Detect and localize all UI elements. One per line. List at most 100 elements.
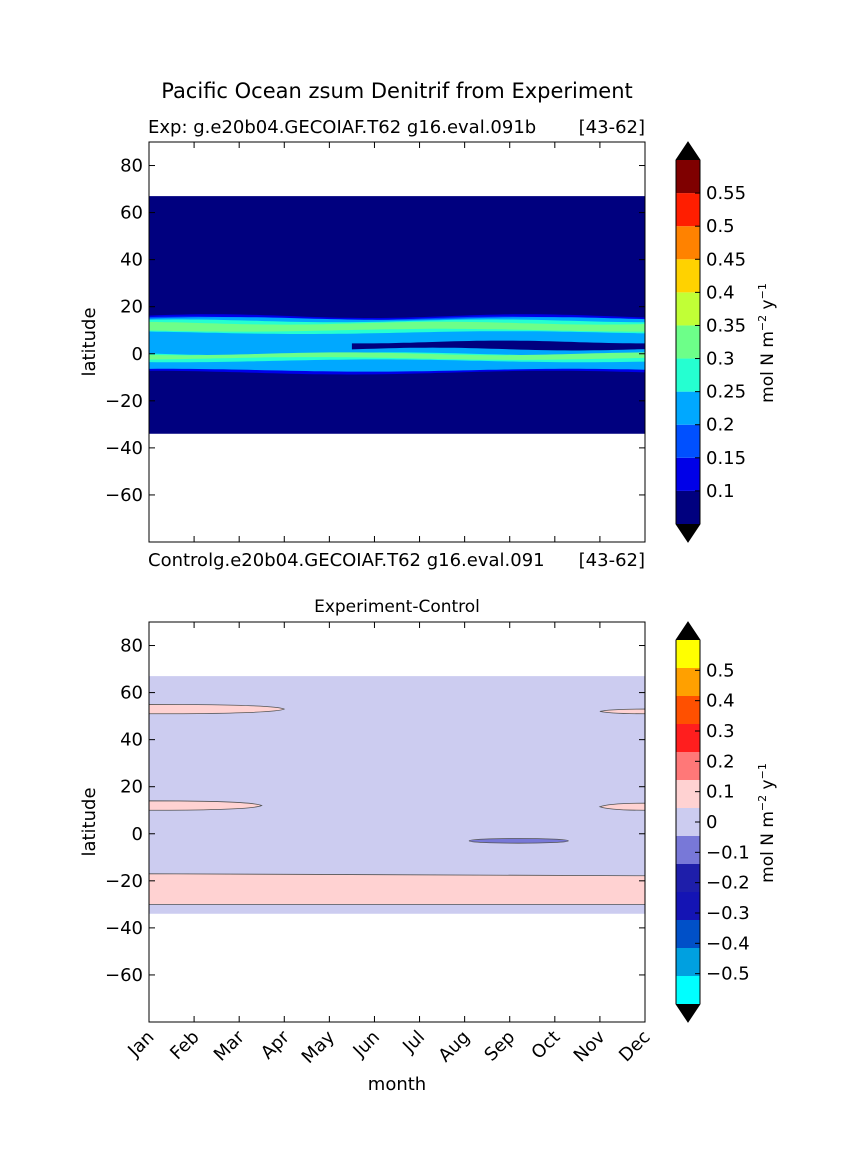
colorbar-segment [676,892,700,920]
colorbar-segment [676,668,700,696]
colorbar-tick-label: −0.5 [706,964,750,985]
colorbar-extend-max [676,142,700,160]
colorbar-segment [676,948,700,976]
colorbar-tick-label: −0.1 [706,842,750,863]
x-tick-label: Jan [123,1027,158,1062]
colorbar-extend-min [676,524,700,542]
y-tick-label: 20 [120,297,143,318]
colorbar-segment [676,457,700,491]
positive-region-4 [598,802,646,811]
x-tick-label: Jun [349,1027,384,1062]
positive-region-3 [599,708,646,715]
colorbar-tick-label: 0.1 [706,782,735,803]
x-tick-label: Nov [570,1026,610,1066]
colorbar-tick-label: 0.5 [706,216,735,237]
y-tick-label: 60 [120,203,143,224]
colorbar-extend-min [676,1004,700,1022]
colorbar-segment [676,752,700,780]
colorbar-tick-label: 0.3 [706,349,735,370]
x-tick-label: Oct [527,1027,564,1064]
colorbar-tick-label: 0.55 [706,183,746,204]
y-tick-label: 60 [120,683,143,704]
difference-colorbar: −0.5 −0.4 −0.3 −0.2 −0.1 0 0.1 0.2 0.3 0.4 0.5 [675,621,750,1023]
colorbar-tick-label: 0.2 [706,415,735,436]
colorbar-segment [676,292,700,326]
x-tick-label: Aug [434,1027,474,1067]
colorbar-outline [675,621,701,1023]
colorbar-segment [676,640,700,668]
colorbar-tick-label: 0.45 [706,249,746,270]
colorbar-tick-label: 0.15 [706,448,746,469]
colorbar-outline [675,141,701,543]
colorbar-tick-label: 0.1 [706,481,735,502]
colorbar-tick-label: 0.4 [706,691,735,712]
colorbar-tick-label: 0.25 [706,382,746,403]
colorbar-segment [676,836,700,864]
x-tick-label: Mar [210,1026,249,1065]
y-tick-label: −40 [105,438,143,459]
colorbar-tick-label: 0.4 [706,282,735,303]
y-tick-label: 40 [120,250,143,271]
x-tick-label: Dec [615,1027,654,1066]
figure-title: Pacific Ocean zsum Denitrif from Experim… [161,79,633,103]
colorbar-segment [676,391,700,425]
colorbar-extend-max [676,622,700,640]
x-tick-label: May [298,1026,339,1067]
difference-panel: 80 60 40 20 0 −20 −40 −60 latitude Jan Feb Mar Apr Ma… [79,621,655,1095]
y-tick-label: −60 [105,485,143,506]
colorbar-tick-label: 0.3 [706,721,735,742]
colorbar-tick-label: 0 [706,812,717,833]
y-tick-label: 0 [132,824,143,845]
y-tick-label: −40 [105,918,143,939]
colorbar-segment [676,490,700,524]
x-tick-label: Sep [480,1027,519,1066]
colorbar-segment [676,780,700,808]
colorbar-tick-label: −0.3 [706,903,750,924]
colorbar-unit-2: mol N m−2 y−1 [756,763,778,883]
plot-frame [148,621,646,1023]
experiment-panel: 80 60 40 20 0 −20 −40 −60 latitude [79,141,646,543]
experiment-label: Exp: g.e20b04.GECOIAF.T62 g16.eval.091b [148,117,536,138]
y-axis-label: latitude [79,787,100,856]
y-axis-label: latitude [79,307,100,376]
positive-region-0 [148,873,646,905]
diff-title: Experiment-Control [314,597,480,617]
colorbar-segment [676,226,700,260]
colorbar-segment [676,358,700,392]
x-tick-label: Jul [398,1027,429,1058]
negative-region-0 [468,838,569,844]
y-tick-label: 20 [120,777,143,798]
x-axis-label: month [368,1074,426,1095]
colorbar-tick-label: 0.35 [706,315,746,336]
positive-region-1 [148,703,286,715]
colorbar-segment [676,424,700,458]
colorbar-tick-label: 0.5 [706,660,735,681]
colorbar-unit-1: mol N m−2 y−1 [756,283,778,403]
equator-low-strip [351,340,645,351]
y-tick-label: 80 [120,156,143,177]
colorbar-segment [676,160,700,194]
colorbar-tick-label: 0.2 [706,751,735,772]
y-tick-label: −60 [105,965,143,986]
positive-region-2 [148,800,263,811]
contour-band-2 [149,321,645,332]
colorbar-segment [676,325,700,359]
x-tick-label: Apr [257,1026,294,1063]
colorbar-tick-label: −0.2 [706,873,750,894]
experiment-colorbar: 0.1 0.15 0.2 0.25 0.3 0.35 0.4 0.45 0.5 0.55 [675,141,746,543]
y-tick-label: −20 [105,871,143,892]
colorbar-segment [676,259,700,293]
colorbar-segment [676,976,700,1004]
colorbar-segment [676,864,700,892]
colorbar-segment [676,193,700,227]
experiment-years: [43-62] [579,117,645,138]
colorbar-tick-label: −0.4 [706,933,750,954]
y-tick-label: 40 [120,730,143,751]
y-tick-label: −20 [105,391,143,412]
colorbar-segment [676,724,700,752]
x-tick-label: Feb [166,1027,203,1064]
control-label: Controlg.e20b04.GECOIAF.T62 g16.eval.091 [148,550,545,571]
y-tick-label: 0 [132,344,143,365]
y-tick-label: 80 [120,636,143,657]
